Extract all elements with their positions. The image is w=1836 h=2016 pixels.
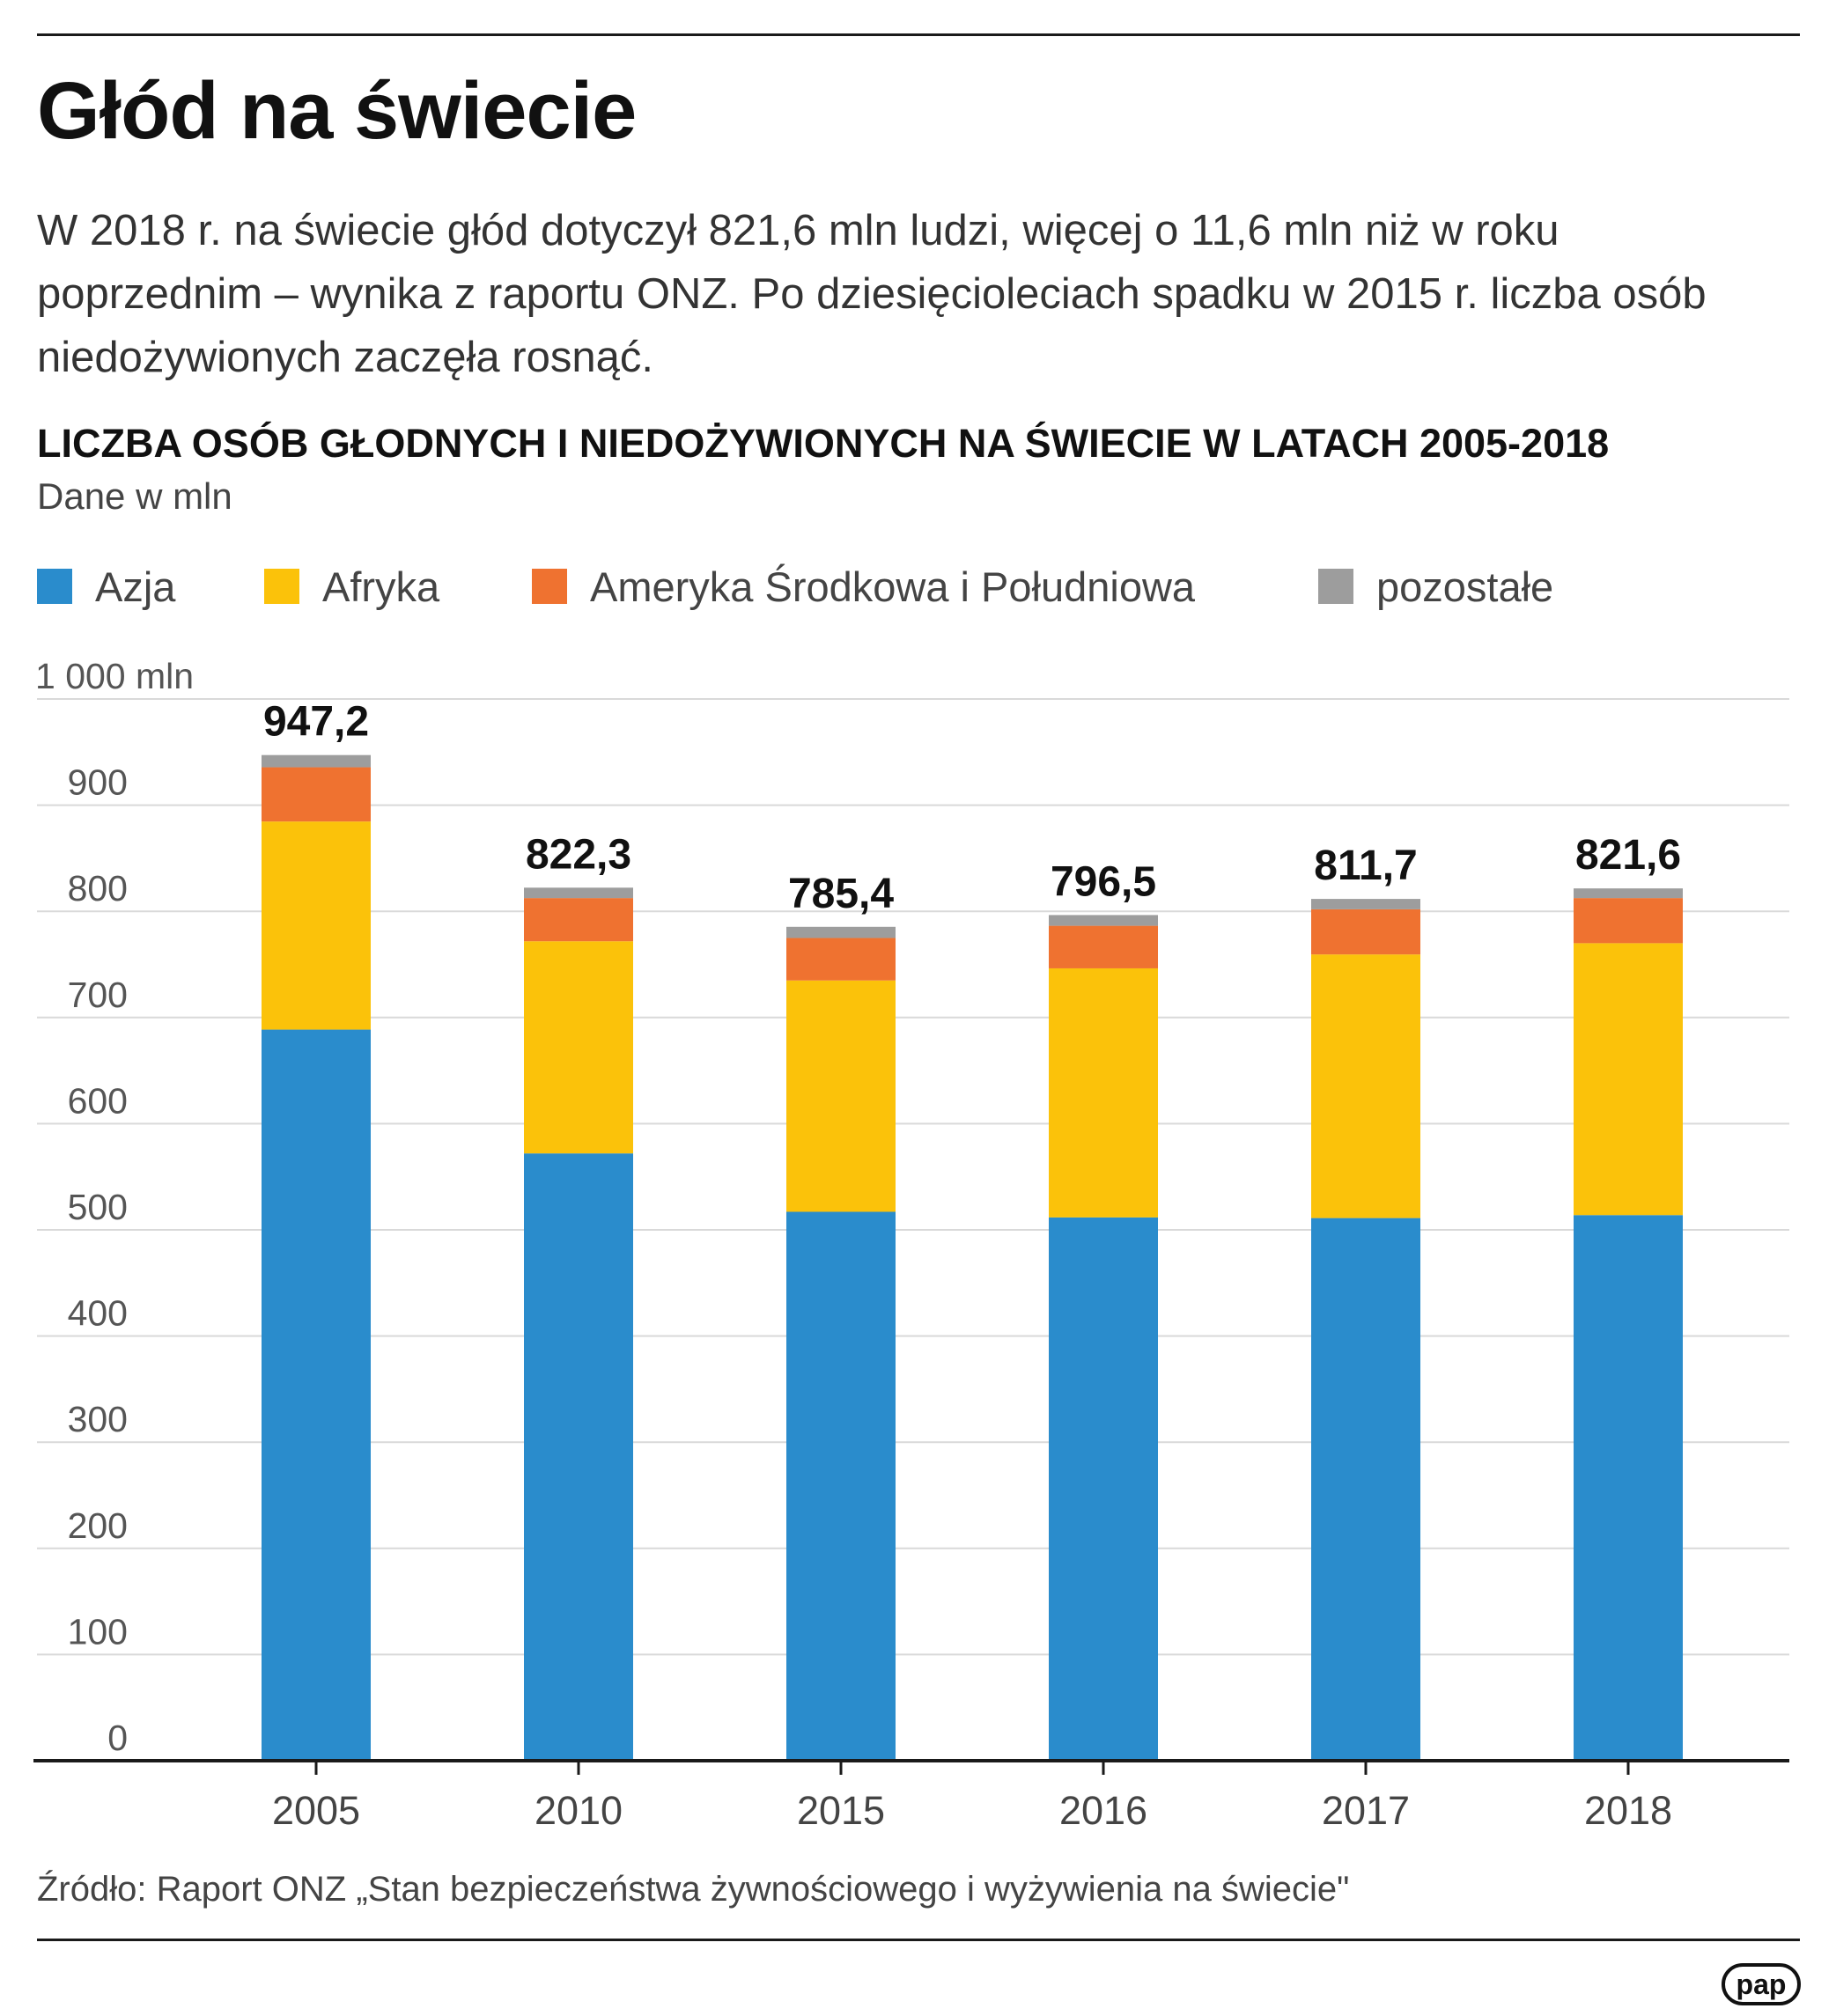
legend: Azja Afryka Ameryka Środkowa i Południow… [37,560,1710,613]
bar-segment [262,1029,371,1761]
legend-label-azja: Azja [95,563,176,610]
chart-title: LICZBA OSÓB GŁODNYCH I NIEDOŻYWIONYCH NA… [37,421,1610,466]
y-tick-label: 900 [68,762,128,803]
source-note: Źródło: Raport ONZ „Stan bezpieczeństwa … [37,1870,1350,1909]
y-tick-label: 400 [68,1293,128,1334]
legend-label-pozostale: pozostałe [1376,563,1554,610]
legend-item-azja: Azja [37,560,175,613]
legend-item-afryka: Afryka [264,560,439,613]
legend-swatch-ameryka [532,569,567,604]
bar-segment [524,941,633,1154]
legend-swatch-pozostale [1318,569,1353,604]
data-label-total: 947,2 [263,699,369,746]
y-tick-label: 500 [68,1187,128,1227]
bar-segment [786,1211,896,1761]
bar-segment [786,926,896,938]
bar-segment [262,754,371,768]
bar-segment [524,887,633,899]
bar-segment [1049,915,1158,926]
data-label-total: 821,6 [1575,832,1681,879]
y-tick-label: 700 [68,975,128,1015]
legend-label-ameryka: Ameryka Środkowa i Południowa [590,563,1196,610]
bar-segment [786,980,896,1212]
bar-segment [1049,925,1158,968]
bar-segment [1574,898,1683,944]
labels-layer: 0 100 200 300 400 500 600 700 800 900 1 000 mln 947… [33,656,1789,1831]
x-tick-label: 2018 [1584,1788,1672,1831]
top-rule [37,33,1800,36]
legend-swatch-afryka [264,569,299,604]
bar-segment [262,767,371,822]
pap-logo: pap [1722,1963,1801,2005]
y-tick-label: 800 [68,868,128,909]
data-label-total: 785,4 [788,871,894,917]
bar-segment [524,1153,633,1761]
y-tick-label: 1 000 mln [35,656,194,696]
bar-segment [1049,968,1158,1218]
bar-segment [1311,899,1420,909]
x-tick-label: 2016 [1059,1788,1147,1831]
page-title: Głód na świecie [37,66,637,156]
bar-segment [1311,954,1420,1218]
lead-paragraph: W 2018 r. na świecie głód dotyczył 821,6… [37,207,1707,381]
bar-segment [262,821,371,1030]
bar-segment [1574,888,1683,899]
bottom-rule [37,1939,1800,1941]
y-tick-label: 300 [68,1399,128,1439]
bar-segment [786,938,896,981]
bar-segment [1574,943,1683,1216]
legend-swatch-azja [37,569,72,604]
x-tick-label: 2010 [535,1788,623,1831]
data-label-total: 796,5 [1051,858,1156,905]
y-tick-label: 600 [68,1080,128,1121]
bar-segment [1049,1217,1158,1761]
y-tick-label: 0 [107,1718,128,1758]
data-label-total: 811,7 [1314,842,1417,889]
y-tick-label: 200 [68,1505,128,1546]
bar-segment [1574,1215,1683,1761]
stacked-bar-chart: 0 100 200 300 400 500 600 700 800 900 1 000 mln 947… [33,656,1789,1831]
bars-layer [262,754,1683,1761]
y-tick-label: 100 [68,1611,128,1652]
legend-item-pozostale: pozostałe [1318,560,1553,613]
units-label: Dane w mln [37,475,232,517]
data-label-total: 822,3 [526,831,631,878]
x-tick-label: 2017 [1322,1788,1410,1831]
bar-segment [524,898,633,942]
legend-label-afryka: Afryka [322,563,440,610]
legend-item-ameryka: Ameryka Środkowa i Południowa [532,560,1195,613]
x-tick-label: 2005 [272,1788,360,1831]
bar-segment [1311,1218,1420,1761]
bar-segment [1311,909,1420,955]
x-tick-label: 2015 [797,1788,885,1831]
